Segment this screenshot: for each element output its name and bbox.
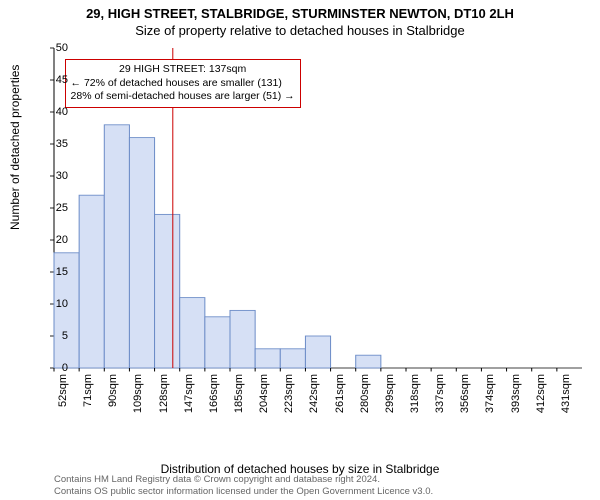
x-tick-label: 147sqm bbox=[183, 374, 195, 413]
y-tick-label: 10 bbox=[56, 298, 68, 310]
chart-title-address: 29, HIGH STREET, STALBRIDGE, STURMINSTER… bbox=[0, 0, 600, 21]
chart-plot-area: 29 HIGH STREET: 137sqm ← 72% of detached… bbox=[54, 48, 582, 368]
y-tick-label: 20 bbox=[56, 234, 68, 246]
x-tick-label: 356sqm bbox=[459, 374, 471, 413]
y-tick-label: 40 bbox=[56, 106, 68, 118]
x-tick-label: 166sqm bbox=[208, 374, 220, 413]
x-tick-label: 128sqm bbox=[158, 374, 170, 413]
x-tick-label: 52sqm bbox=[57, 374, 69, 407]
x-tick-label: 337sqm bbox=[434, 374, 446, 413]
x-tick-label: 71sqm bbox=[82, 374, 94, 407]
x-tick-label: 280sqm bbox=[359, 374, 371, 413]
copyright-notice: Contains HM Land Registry data © Crown c… bbox=[54, 474, 433, 498]
x-tick-label: 393sqm bbox=[510, 374, 522, 413]
y-tick-label: 50 bbox=[56, 42, 68, 54]
x-tick-label: 185sqm bbox=[233, 374, 245, 413]
x-tick-label: 431sqm bbox=[560, 374, 572, 413]
x-tick-label: 204sqm bbox=[258, 374, 270, 413]
annotation-line-1: 29 HIGH STREET: 137sqm bbox=[71, 63, 295, 77]
y-tick-label: 5 bbox=[62, 330, 68, 342]
x-tick-label: 318sqm bbox=[409, 374, 421, 413]
annotation-line-3: 28% of semi-detached houses are larger (… bbox=[71, 90, 295, 104]
x-tick-label: 90sqm bbox=[107, 374, 119, 407]
x-tick-label: 109sqm bbox=[132, 374, 144, 413]
y-tick-label: 30 bbox=[56, 170, 68, 182]
y-tick-label: 35 bbox=[56, 138, 68, 150]
y-axis-title: Number of detached properties bbox=[8, 65, 22, 230]
x-tick-label: 412sqm bbox=[535, 374, 547, 413]
copyright-line-2: Contains OS public sector information li… bbox=[54, 486, 433, 498]
y-tick-label: 45 bbox=[56, 74, 68, 86]
chart-subtitle: Size of property relative to detached ho… bbox=[0, 21, 600, 38]
copyright-line-1: Contains HM Land Registry data © Crown c… bbox=[54, 474, 433, 486]
y-tick-label: 25 bbox=[56, 202, 68, 214]
y-tick-label: 15 bbox=[56, 266, 68, 278]
x-tick-label: 223sqm bbox=[283, 374, 295, 413]
annotation-line-2: ← 72% of detached houses are smaller (13… bbox=[71, 77, 295, 91]
x-tick-label: 242sqm bbox=[308, 374, 320, 413]
annotation-callout: 29 HIGH STREET: 137sqm ← 72% of detached… bbox=[65, 59, 301, 108]
x-tick-label: 374sqm bbox=[484, 374, 496, 413]
x-tick-label: 299sqm bbox=[384, 374, 396, 413]
x-tick-label: 261sqm bbox=[334, 374, 346, 413]
y-tick-label: 0 bbox=[62, 362, 68, 374]
